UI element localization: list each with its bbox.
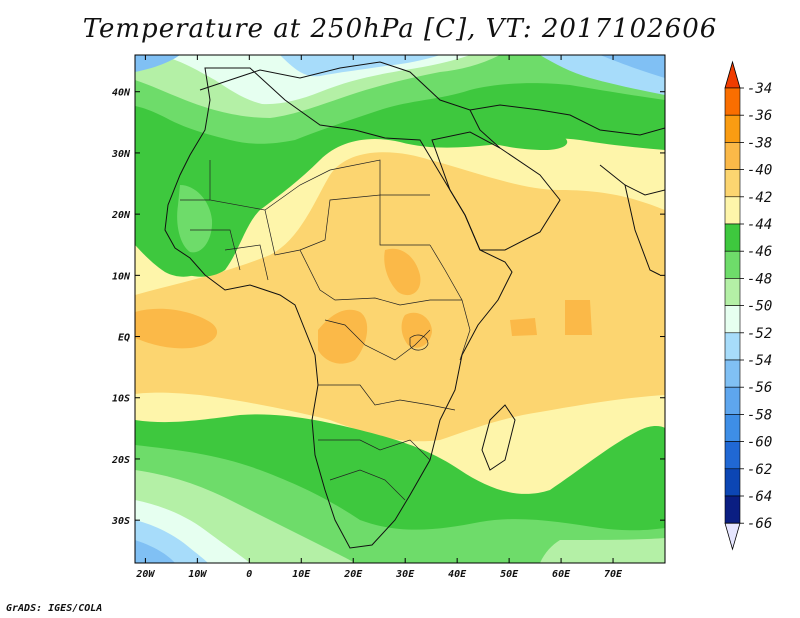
colorbar-label: -34 xyxy=(747,81,772,97)
colorbar-label: -64 xyxy=(747,489,772,505)
india-coastline xyxy=(599,164,665,276)
lon-tick-label: 30E xyxy=(395,569,415,580)
colorbar-label: -66 xyxy=(747,516,772,532)
lat-tick-label: 10S xyxy=(112,394,130,405)
colorbar-bin xyxy=(724,223,741,252)
lon-tick-label: 60E xyxy=(552,569,571,580)
colorbar-label: -62 xyxy=(747,462,772,478)
colorbar-label: -58 xyxy=(747,407,772,423)
lat-tick-label: 20N xyxy=(111,210,131,221)
colorbar-bin xyxy=(724,305,741,334)
colorbar-label: -50 xyxy=(747,299,772,315)
border-sahara-2 xyxy=(209,160,430,256)
border-central-1 xyxy=(299,249,462,306)
colorbar-label: -46 xyxy=(747,244,772,260)
colorbar-label: -60 xyxy=(747,435,772,451)
field-north-blue xyxy=(280,55,440,77)
field-northwest-blue xyxy=(135,55,180,72)
colorbar-bin xyxy=(724,250,741,279)
field-patch-horn xyxy=(510,318,537,336)
field-westafrica-lightgreen xyxy=(177,185,213,253)
colorbar-bin xyxy=(724,441,741,470)
field-north-cyan xyxy=(160,55,470,105)
border-sahara-1 xyxy=(264,159,430,211)
map-title: Temperature at 250hPa [C], VT: 201710260… xyxy=(82,14,718,44)
colorbar-bin xyxy=(724,495,741,524)
coastlines xyxy=(164,61,665,549)
field-warm-region xyxy=(135,152,665,442)
lon-tick-label: 40E xyxy=(448,569,467,580)
field-northeast-blue2 xyxy=(600,55,665,78)
colorbar-bin xyxy=(724,332,741,361)
field-patch-congo xyxy=(318,309,368,364)
colorbar-bin xyxy=(724,278,741,306)
border-south-1 xyxy=(318,384,456,411)
border-central-2 xyxy=(324,319,431,361)
africa-coastline xyxy=(164,67,513,549)
temperature-field xyxy=(135,55,665,563)
colorbar-label: -44 xyxy=(747,217,772,233)
colorbar-bin xyxy=(724,386,741,415)
lat-tick-label: 30S xyxy=(111,516,130,527)
colorbar-label: -52 xyxy=(747,326,772,342)
lon-tick-label: 10W xyxy=(188,569,207,580)
field-patch-lakes xyxy=(401,312,432,348)
country-borders xyxy=(180,159,471,501)
border-west-1 xyxy=(180,199,269,281)
lat-tick-label: 20S xyxy=(111,455,130,466)
colorbar-bottom-arrow xyxy=(724,522,741,551)
colorbar-label: -40 xyxy=(747,163,772,179)
colorbar-bin xyxy=(724,114,741,143)
colorbar-label: -42 xyxy=(747,190,772,206)
colorbar-bin xyxy=(724,414,741,442)
colorbar-label: -54 xyxy=(747,353,772,369)
border-south-3 xyxy=(329,469,406,501)
colorbar-bin xyxy=(724,359,741,388)
lon-tick-label: 20E xyxy=(343,569,363,580)
mediterranean-coast xyxy=(199,61,665,136)
footer-credit: GrADS: IGES/COLA xyxy=(6,603,103,614)
colorbar-bin xyxy=(724,87,741,116)
lat-tick-label: 40N xyxy=(112,88,131,99)
lat-tick-label: 30N xyxy=(111,149,131,160)
map-frame xyxy=(134,54,666,564)
madagascar-coastline xyxy=(481,404,516,471)
colorbar-label: -56 xyxy=(747,380,772,396)
border-south-2 xyxy=(318,439,431,461)
lat-tick-label: 10N xyxy=(112,271,131,282)
lon-tick-label: 70E xyxy=(604,569,623,580)
colorbar-bin xyxy=(724,142,741,170)
colorbar-label: -36 xyxy=(747,108,772,124)
lat-tick-label: EQ xyxy=(118,333,130,344)
field-patch-indian xyxy=(565,300,592,335)
border-east-1 xyxy=(429,244,471,361)
axis-ticks: 20W 10W 0 10E 20E 30E 40E 50E 60E 70E 40N 30N 20N 10N… xyxy=(111,55,665,580)
field-south-blue2 xyxy=(135,540,175,563)
colorbar-bin xyxy=(724,468,741,497)
colorbar-label: -48 xyxy=(747,271,772,287)
lon-tick-label: 20W xyxy=(135,569,155,580)
field-southeast-pale xyxy=(540,538,665,563)
lon-tick-label: 50E xyxy=(500,569,519,580)
colorbar-bin xyxy=(724,196,741,225)
colorbar-top-arrow xyxy=(724,60,741,89)
border-lake-victoria xyxy=(409,334,429,351)
colorbar-label: -38 xyxy=(747,135,772,151)
arabia-coastline xyxy=(431,131,561,251)
field-patch-sudan xyxy=(384,248,421,296)
lon-tick-label: 10E xyxy=(292,569,311,580)
arabia-north xyxy=(469,109,501,149)
colorbar-bin xyxy=(724,169,741,198)
field-patch-west xyxy=(135,308,218,349)
field-eastafrica-green xyxy=(480,127,568,150)
lon-tick-label: 0 xyxy=(246,569,252,580)
